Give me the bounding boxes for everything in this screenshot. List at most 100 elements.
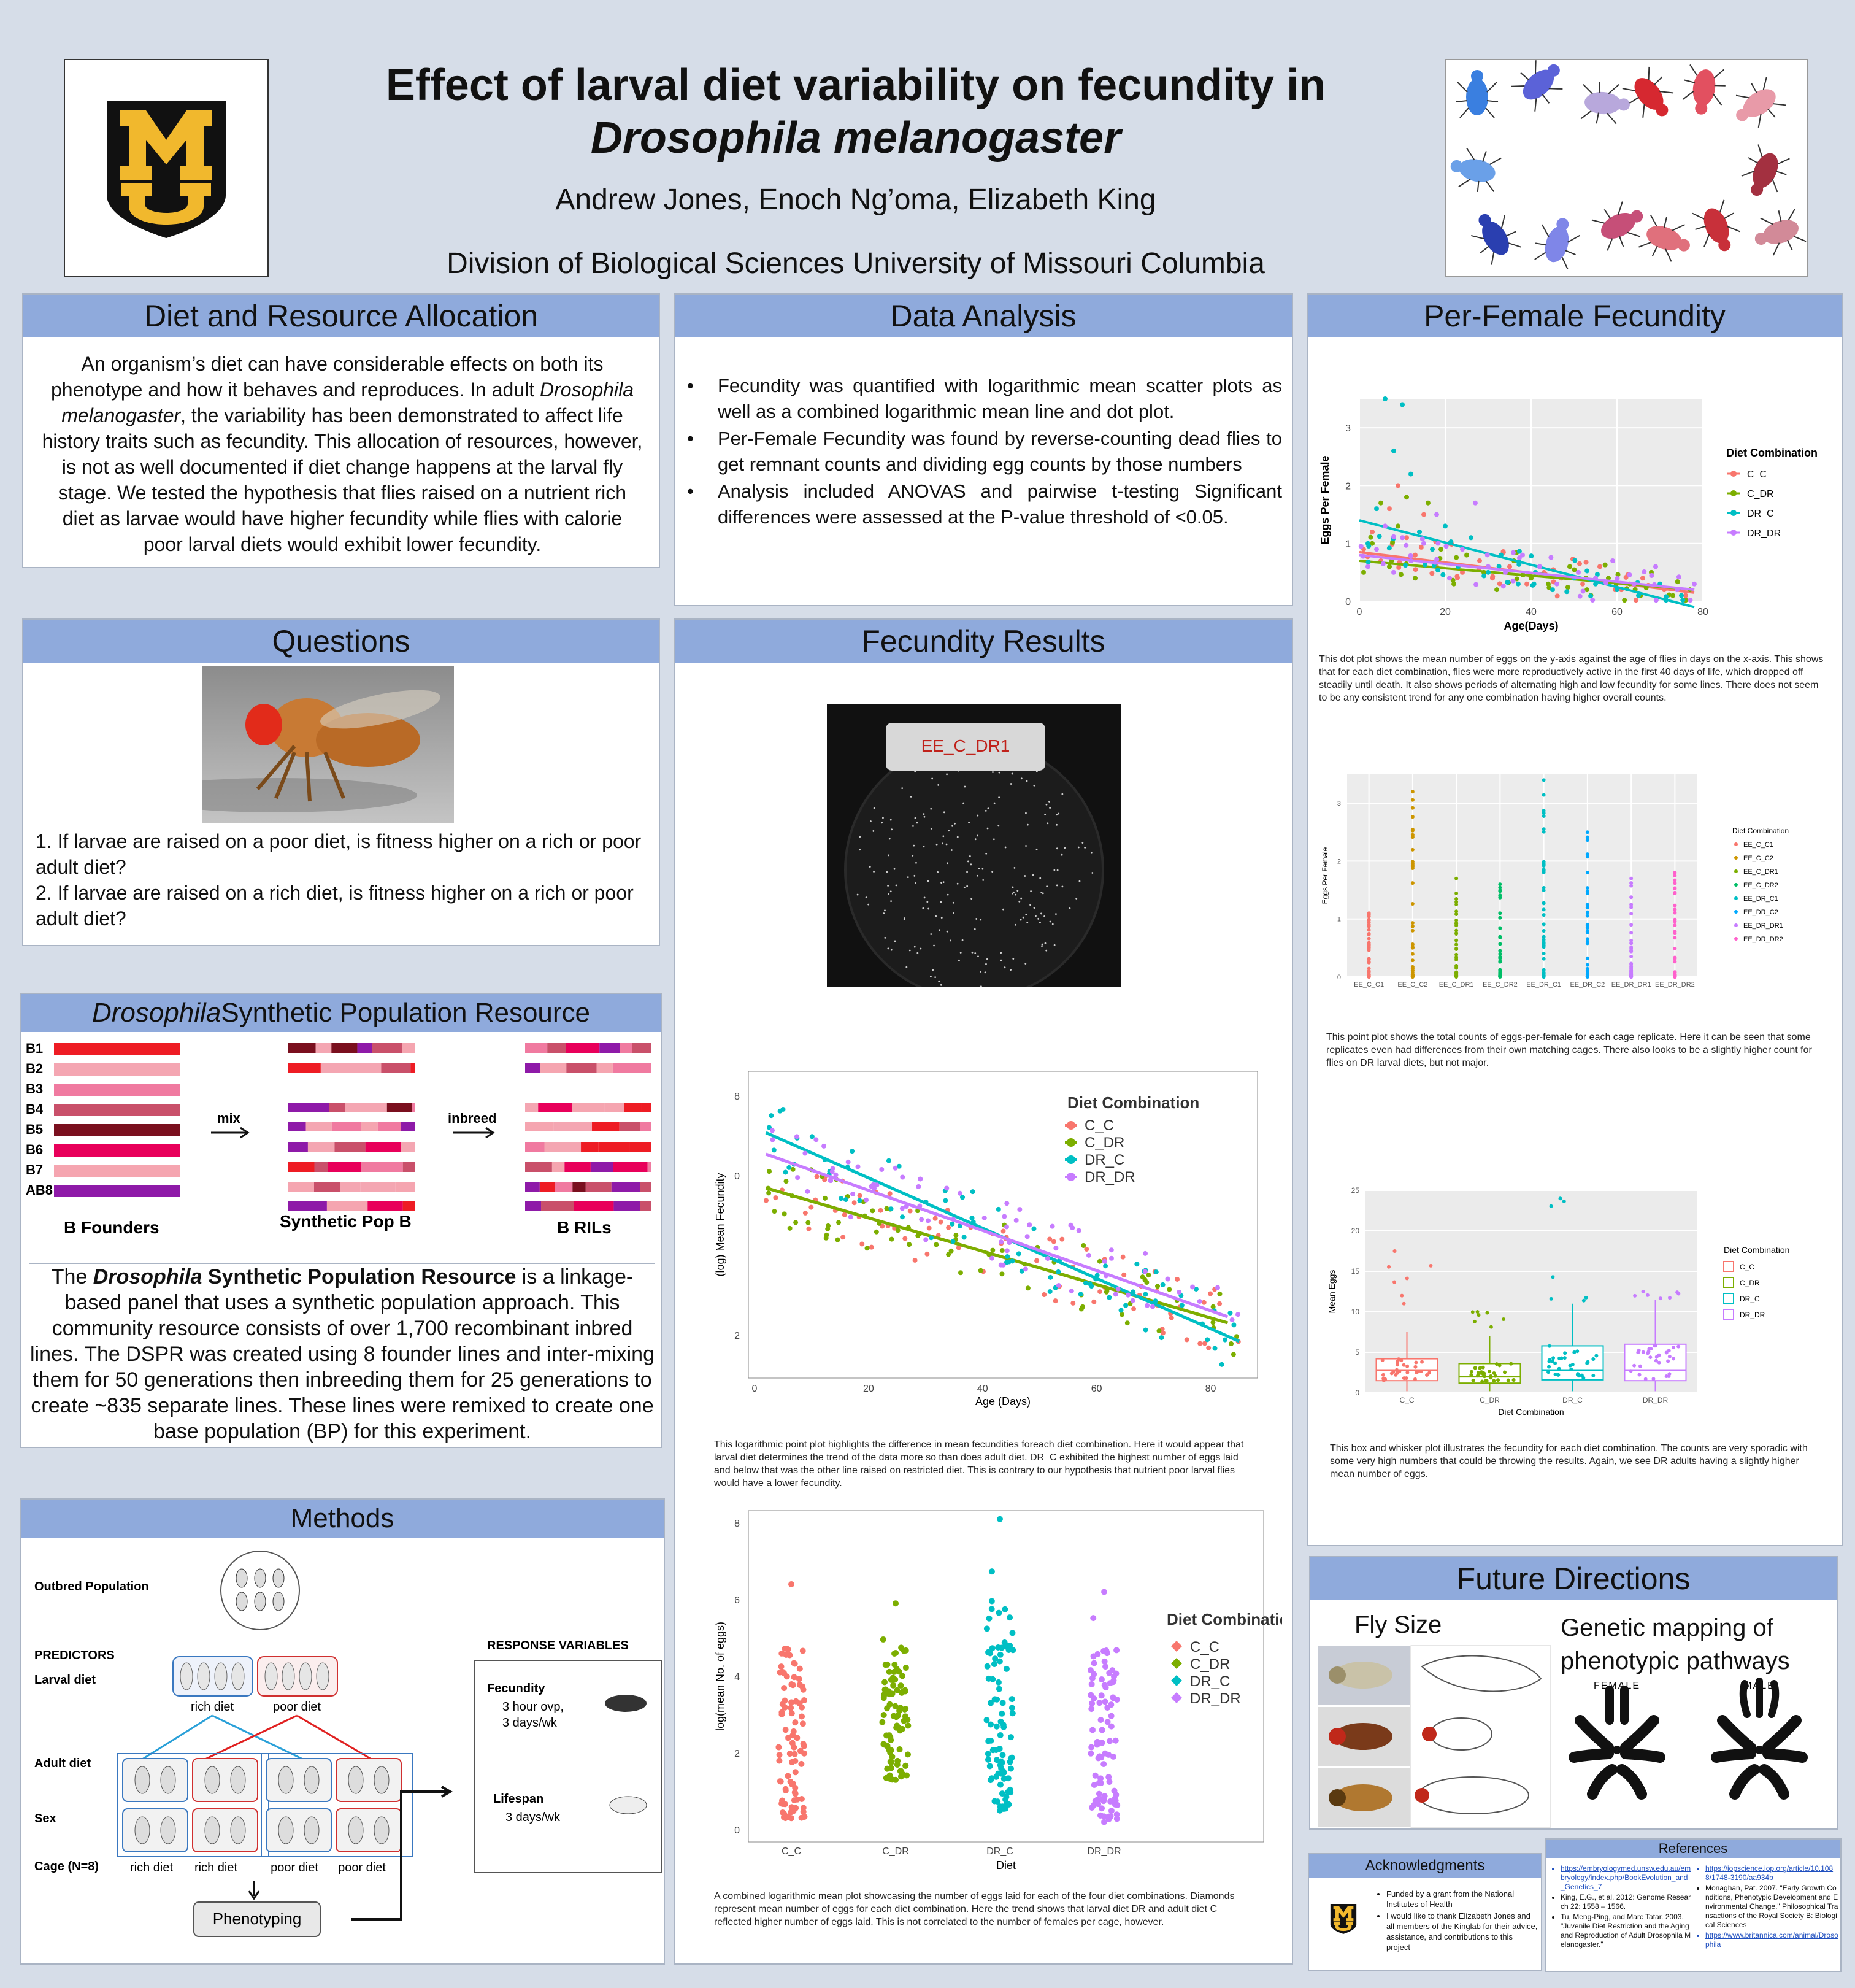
data-point [1123, 1303, 1129, 1308]
data-point [981, 1215, 987, 1220]
fly-icon [204, 1816, 220, 1844]
egg-dot [1022, 916, 1024, 919]
data-point [1554, 581, 1559, 587]
data-point [1563, 1351, 1567, 1355]
data-point [779, 1797, 786, 1804]
data-point [1042, 1292, 1047, 1298]
x-tick-label: EE_C_C2 [1397, 981, 1427, 988]
data-point [1003, 1665, 1010, 1672]
data-point [1113, 1816, 1120, 1822]
data-point [889, 1236, 894, 1242]
egg-dot [1041, 943, 1043, 946]
egg-dot [1053, 944, 1056, 946]
data-point [782, 1211, 787, 1217]
chromosome-segment [566, 1063, 597, 1073]
data-point [782, 1704, 788, 1711]
egg-dot [1010, 969, 1012, 971]
egg-dot [1012, 892, 1014, 895]
y-axis-label: Eggs Per Female [1319, 455, 1331, 544]
data-point [992, 1655, 999, 1662]
data-point [1676, 1344, 1681, 1349]
fly-icon [230, 1766, 246, 1794]
founder-label: B3 [26, 1081, 43, 1096]
egg-dot [1032, 874, 1034, 876]
data-point [1481, 1371, 1486, 1375]
data-point [1585, 974, 1589, 979]
data-point [1229, 1341, 1234, 1346]
founder-label: AB8 [26, 1182, 53, 1198]
data-point [1481, 1365, 1485, 1370]
data-point [1542, 827, 1546, 831]
data-point [1217, 1301, 1223, 1306]
data-point [805, 1220, 811, 1225]
data-point [957, 1190, 962, 1196]
egg-dot [901, 787, 904, 790]
data-point [1556, 1373, 1561, 1377]
data-point [1131, 1306, 1137, 1312]
reference-item[interactable]: https://embryologymed.unsw.edu.au/embryo… [1561, 1864, 1692, 1892]
data-point [1572, 558, 1578, 563]
egg-dot [872, 830, 875, 832]
legend-title: Diet Combination [1724, 1245, 1789, 1255]
egg-dot [920, 947, 922, 950]
legend-key [1723, 1309, 1734, 1320]
data-point [1498, 936, 1502, 940]
ack-panel: Acknowledgments Funded by a grant from t… [1308, 1853, 1542, 1971]
data-point [1585, 903, 1589, 907]
data-point [789, 1740, 796, 1746]
synthetic-pop-label: Synthetic Pop B [280, 1212, 412, 1231]
fly-body [1334, 1723, 1392, 1750]
data-point [1068, 1222, 1073, 1228]
response-label: RESPONSE VARIABLES [487, 1639, 629, 1652]
cage-box [266, 1758, 332, 1802]
data-point [1404, 542, 1409, 548]
egg-dot [891, 828, 893, 831]
data-point [1006, 1259, 1012, 1265]
x-axis-label: Age(Days) [1504, 620, 1558, 632]
refs-right-list: https://iopscience.iop.org/article/10.10… [1694, 1864, 1839, 1951]
data-point [799, 1713, 805, 1720]
data-point [1645, 1293, 1650, 1297]
data-point [1089, 1727, 1096, 1733]
rils-label: B RILs [557, 1218, 612, 1235]
y-tick-label: 2 [1337, 858, 1341, 865]
data-point [1430, 547, 1435, 552]
data-point [1537, 564, 1542, 569]
data-point [1367, 966, 1371, 971]
reference-item[interactable]: https://www.britannica.com/animal/Drosop… [1705, 1931, 1839, 1949]
data-point [777, 1108, 783, 1114]
reference-item[interactable]: https://iopscience.iop.org/article/10.10… [1705, 1864, 1839, 1882]
data-point [988, 1700, 994, 1706]
data-point [1426, 500, 1431, 506]
data-point [1542, 811, 1546, 815]
data-point [1498, 893, 1502, 898]
egg-dot [888, 893, 889, 895]
data-point [888, 1676, 894, 1683]
data-point [783, 1651, 789, 1658]
egg-dot [946, 773, 948, 776]
founder-label: B6 [26, 1142, 43, 1157]
egg-dot [908, 949, 911, 952]
data-point [896, 1163, 902, 1169]
data-point [785, 1735, 792, 1741]
data-point [1081, 1242, 1086, 1248]
data-point [1489, 1376, 1493, 1380]
egg-dot [963, 886, 966, 888]
data-point [1177, 1289, 1182, 1295]
data-point [1234, 1334, 1240, 1339]
chromosome-arm [1739, 1678, 1780, 1718]
egg-dot [1064, 847, 1066, 849]
data-point [889, 1753, 896, 1760]
data-point [1477, 1313, 1481, 1317]
legend-key [1734, 842, 1738, 846]
female-label: FEMALE [1594, 1681, 1640, 1691]
data-point [1585, 838, 1589, 842]
egg-dot [914, 817, 916, 819]
data-point [788, 1581, 794, 1587]
egg-dot [977, 955, 979, 958]
data-point [1576, 1372, 1580, 1376]
egg-dot [985, 809, 987, 812]
reference-item: King, E.G., et al. 2012: Genome Research… [1561, 1893, 1692, 1911]
fly-head [1329, 1728, 1346, 1745]
data-point [1091, 1299, 1097, 1304]
